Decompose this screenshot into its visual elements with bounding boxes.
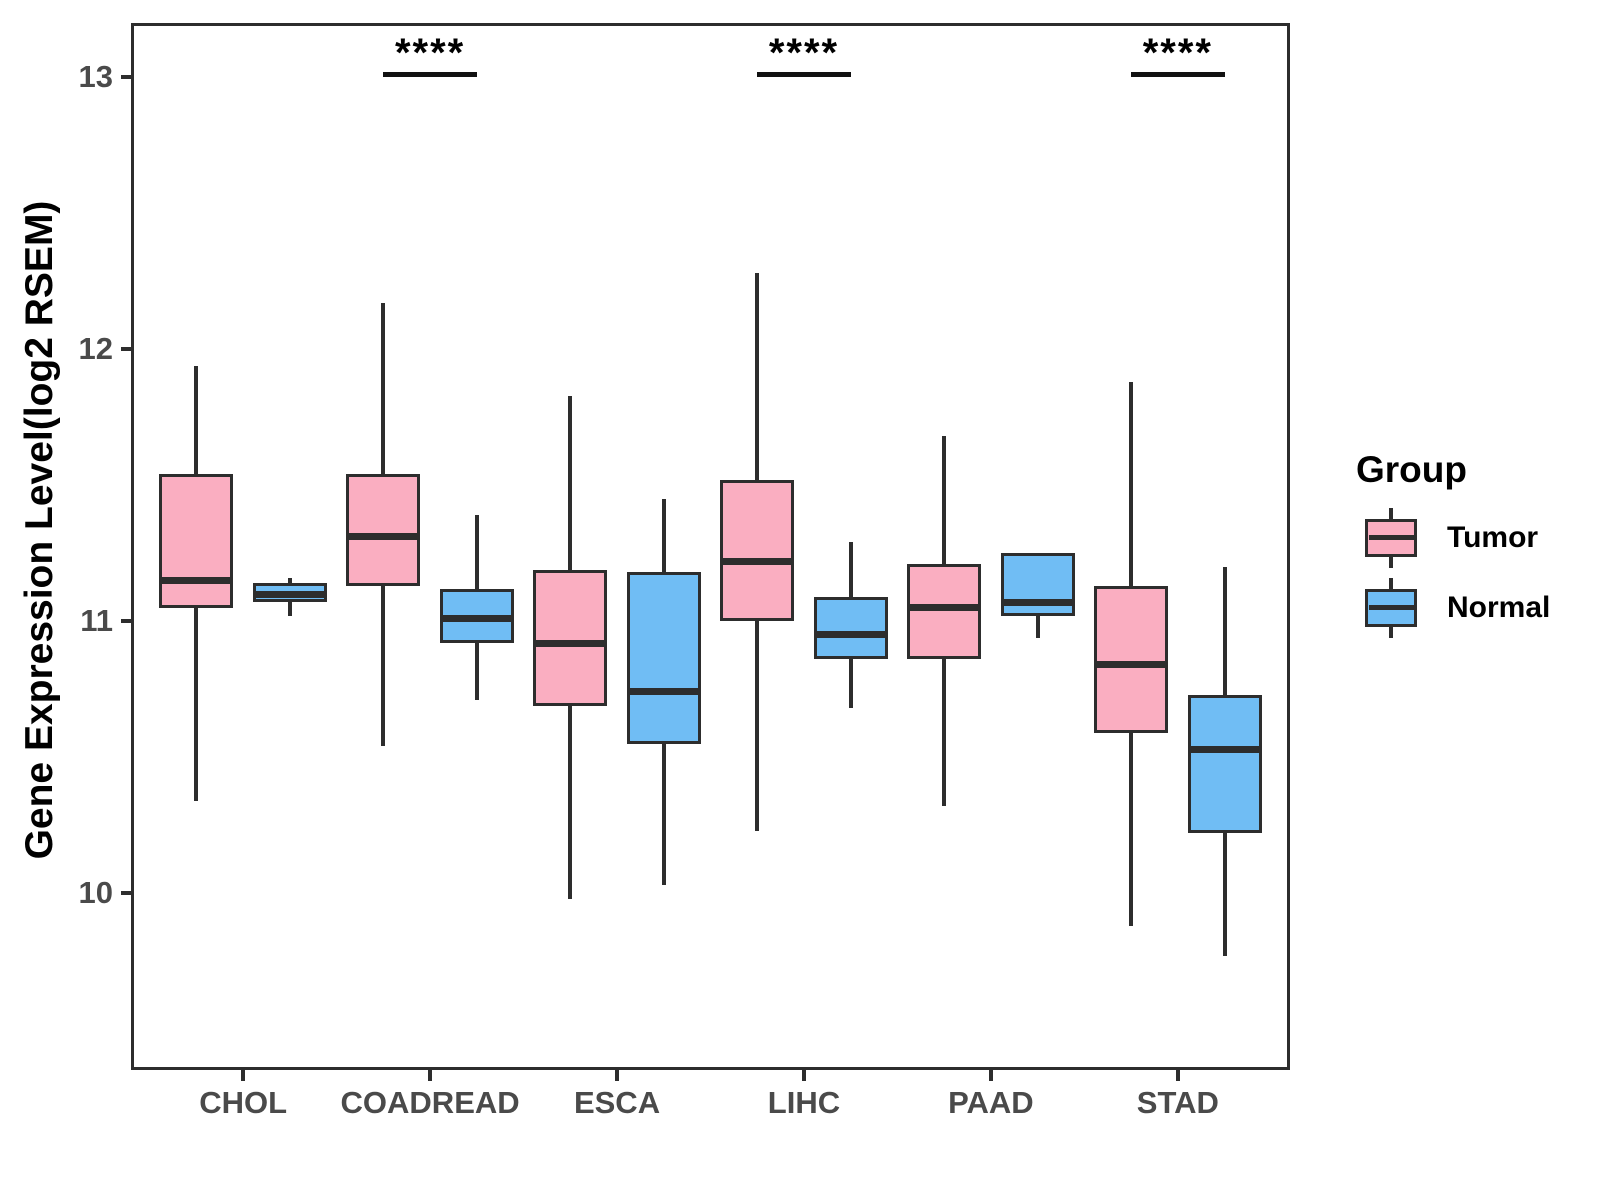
legend-key-median [1368,605,1414,610]
sig-label-coadread: **** [394,31,466,75]
median-stad-tumor [1094,661,1169,669]
box-stad-tumor [1094,585,1169,733]
box-paad-tumor [907,564,982,660]
x-tick-label-lihc: LIHC [767,1085,841,1120]
legend-label-tumor: Tumor [1447,521,1539,554]
upper-whisker-stad-tumor [1129,381,1134,586]
y-tick-label: 12 [78,331,113,367]
y-tick-mark [121,75,131,80]
y-tick-mark [121,891,131,896]
median-coadread-normal [439,615,514,623]
x-tick-mark [428,1070,433,1081]
lower-whisker-lihc-tumor [755,621,760,831]
x-tick-label-stad: STAD [1136,1085,1219,1120]
sig-label-stad: **** [1142,31,1213,75]
box-esca-tumor [533,569,608,706]
x-tick-mark [1175,1070,1180,1081]
y-tick-label: 13 [78,59,113,95]
lower-whisker-stad-tumor [1129,732,1134,926]
upper-whisker-chol-tumor [194,365,199,475]
upper-whisker-chol-normal [287,577,292,584]
box-paad-normal [1000,553,1075,616]
lower-whisker-lihc-normal [848,659,853,709]
upper-whisker-esca-tumor [568,395,573,570]
lower-whisker-esca-tumor [568,705,573,899]
legend-key-median [1368,535,1414,540]
plot-panel [131,23,1290,1070]
x-tick-mark [988,1070,993,1081]
legend-label-normal: Normal [1447,591,1551,624]
sig-bar-coadread [383,72,477,77]
box-esca-normal [626,572,701,744]
box-coadread-tumor [346,474,421,586]
upper-whisker-paad-tumor [942,436,947,565]
x-tick-mark [615,1070,620,1081]
lower-whisker-coadread-normal [474,643,479,701]
y-tick-label: 11 [80,603,113,639]
lower-whisker-paad-tumor [942,659,947,807]
x-tick-mark [241,1070,246,1081]
y-tick-label: 10 [78,875,113,911]
median-paad-tumor [907,604,982,612]
median-chol-normal [252,590,327,598]
lower-whisker-coadread-tumor [381,585,386,747]
upper-whisker-esca-normal [661,498,666,573]
median-lihc-normal [813,631,888,639]
x-tick-label-coadread: COADREAD [340,1085,520,1120]
x-tick-mark [801,1070,806,1081]
legend-key-normal [1363,575,1419,641]
upper-whisker-coadread-tumor [381,303,386,475]
upper-whisker-lihc-normal [848,542,853,597]
x-tick-label-paad: PAAD [948,1085,1034,1120]
lower-whisker-chol-tumor [194,607,199,801]
lower-whisker-chol-normal [287,602,292,616]
sig-bar-lihc [757,72,851,77]
median-paad-normal [1000,598,1075,606]
lower-whisker-stad-normal [1222,833,1227,956]
box-stad-normal [1187,694,1262,834]
lower-whisker-esca-normal [661,743,666,886]
y-axis-title: Gene Expression Level(log2 RSEM) [18,200,61,860]
median-esca-normal [626,688,701,696]
y-tick-mark [121,347,131,352]
box-chol-tumor [159,474,234,608]
box-lihc-tumor [720,479,795,622]
box-lihc-normal [813,596,888,660]
median-chol-tumor [159,576,234,584]
median-stad-normal [1187,745,1262,753]
y-tick-mark [121,619,131,624]
upper-whisker-coadread-normal [474,515,479,589]
x-tick-label-chol: CHOL [199,1085,288,1120]
legend-key-tumor [1363,505,1419,571]
x-tick-label-esca: ESCA [573,1085,661,1120]
sig-bar-stad [1131,72,1225,77]
median-coadread-tumor [346,533,421,541]
legend-title: Group [1356,449,1467,490]
sig-label-lihc: **** [768,31,840,75]
lower-whisker-paad-normal [1035,615,1040,638]
upper-whisker-lihc-tumor [755,273,760,480]
upper-whisker-stad-normal [1222,566,1227,695]
median-esca-tumor [533,639,608,647]
median-lihc-tumor [720,557,795,565]
